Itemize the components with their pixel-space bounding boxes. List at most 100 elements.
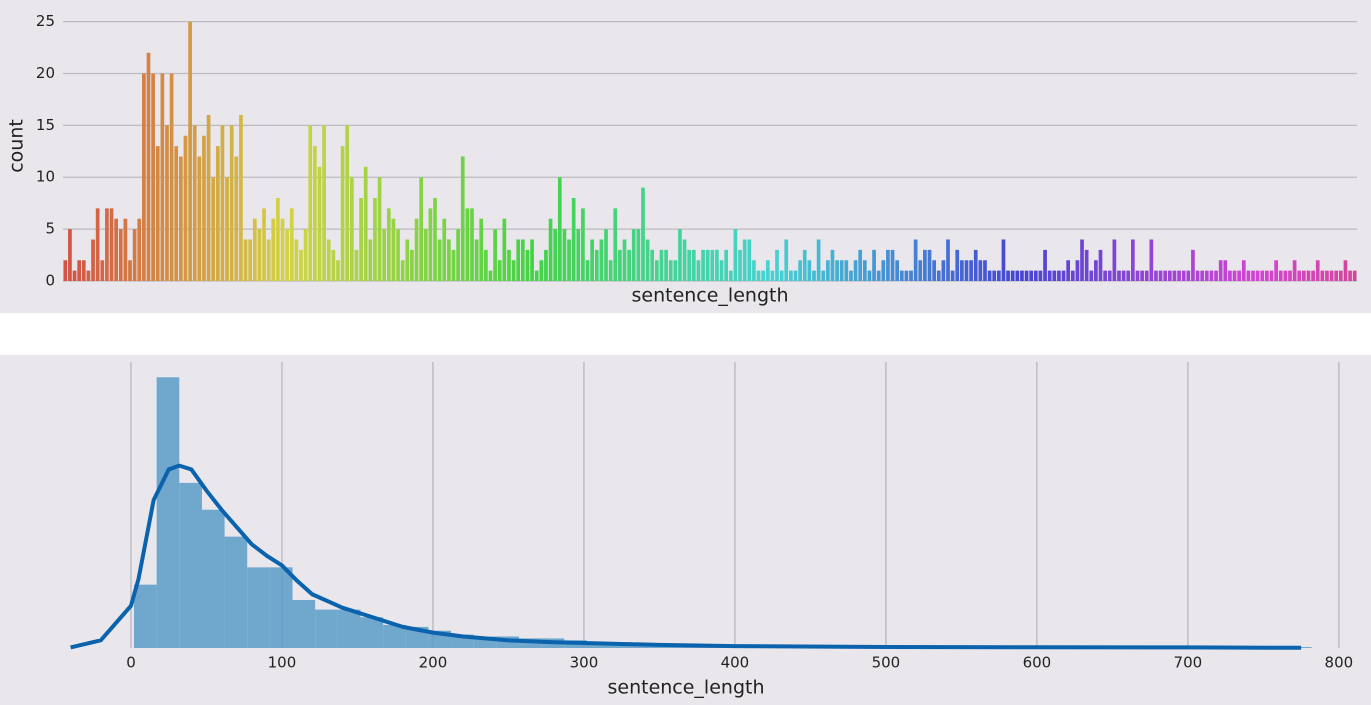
bar xyxy=(1315,260,1320,281)
bar xyxy=(1070,270,1075,281)
bar xyxy=(604,229,608,281)
bar xyxy=(895,260,900,281)
bar xyxy=(1214,270,1218,281)
bar xyxy=(229,125,234,281)
bar xyxy=(849,270,853,281)
bar xyxy=(701,249,705,281)
bar xyxy=(825,260,830,281)
bar xyxy=(618,249,622,281)
bar xyxy=(853,260,858,281)
bar xyxy=(830,249,835,281)
bar xyxy=(308,125,313,281)
bar xyxy=(1029,270,1034,281)
bar xyxy=(1089,270,1094,281)
bar xyxy=(941,260,946,281)
bar xyxy=(992,270,997,281)
bar xyxy=(793,270,798,281)
bar xyxy=(553,229,558,281)
bar xyxy=(1302,270,1306,281)
bar xyxy=(377,177,382,281)
bar xyxy=(946,239,950,281)
bar xyxy=(1135,270,1140,281)
histogram-bar xyxy=(337,609,361,648)
bar xyxy=(886,249,890,281)
bar xyxy=(1195,270,1200,281)
bar xyxy=(876,270,881,281)
bar xyxy=(1158,270,1163,281)
bar xyxy=(1228,270,1232,281)
bar xyxy=(627,249,631,281)
bar xyxy=(105,208,109,281)
bar xyxy=(996,270,1001,281)
histogram-bar xyxy=(224,536,248,648)
bar xyxy=(507,249,511,281)
bar xyxy=(123,218,128,281)
bar xyxy=(451,249,456,281)
bar xyxy=(987,270,992,281)
x-tick-label: 800 xyxy=(1325,654,1354,672)
bar xyxy=(715,249,719,281)
bar xyxy=(1218,260,1223,281)
bar xyxy=(340,146,345,281)
bar xyxy=(1006,270,1010,281)
x-tick-label: 100 xyxy=(268,654,297,672)
bar xyxy=(497,260,502,281)
bar xyxy=(1343,260,1348,281)
bar xyxy=(428,208,433,281)
bar xyxy=(1334,270,1339,281)
x-tick-label: 300 xyxy=(570,654,599,672)
histogram-bar xyxy=(156,377,180,648)
bar xyxy=(1075,260,1080,281)
bar xyxy=(1094,260,1098,281)
bar xyxy=(77,260,82,281)
bar xyxy=(673,260,678,281)
bar xyxy=(1144,270,1149,281)
x-tick-label: 0 xyxy=(126,654,136,672)
bar xyxy=(969,260,973,281)
bar xyxy=(622,239,627,281)
bar xyxy=(63,260,68,281)
bar xyxy=(973,249,978,281)
bar xyxy=(142,73,146,281)
bar xyxy=(100,260,105,281)
bar xyxy=(484,249,488,281)
y-tick-label: 5 xyxy=(45,220,55,238)
bar xyxy=(816,239,821,281)
bar xyxy=(299,249,303,281)
bar xyxy=(1038,270,1043,281)
bar xyxy=(1140,270,1144,281)
bar xyxy=(423,229,428,281)
bar xyxy=(775,249,779,281)
bar xyxy=(206,114,211,282)
bar xyxy=(636,229,641,281)
bar xyxy=(544,249,548,281)
bar xyxy=(1177,270,1181,281)
bar xyxy=(955,249,960,281)
bar xyxy=(1246,270,1251,281)
bar xyxy=(257,229,262,281)
y-tick-label: 25 xyxy=(36,12,55,30)
bar xyxy=(1066,260,1071,281)
bar xyxy=(807,260,812,281)
bar xyxy=(862,260,867,281)
bar xyxy=(613,208,618,281)
bar xyxy=(414,218,419,281)
bar xyxy=(728,270,733,281)
x-axis-label: sentence_length xyxy=(631,285,788,307)
bar xyxy=(530,239,534,281)
bar xyxy=(724,249,729,281)
bar xyxy=(336,260,340,281)
bar xyxy=(1283,270,1288,281)
bar xyxy=(918,260,923,281)
bar xyxy=(220,125,225,281)
bar xyxy=(927,249,932,281)
bar xyxy=(326,239,331,281)
bar xyxy=(1251,270,1255,281)
bar xyxy=(271,218,276,281)
bar xyxy=(225,177,229,281)
bar xyxy=(664,249,668,281)
bar xyxy=(890,249,895,281)
histogram-bar xyxy=(179,482,202,648)
bar xyxy=(437,239,442,281)
